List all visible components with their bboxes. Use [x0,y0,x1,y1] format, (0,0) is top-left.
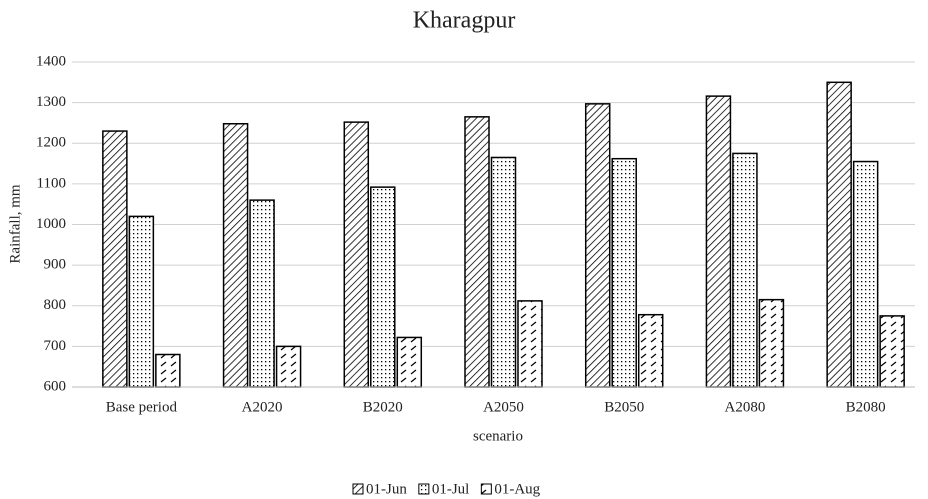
bar [705,95,732,388]
legend-label: 01-Jul [432,481,470,497]
legend-swatch [418,483,430,495]
y-tick-label: 1300 [36,94,66,110]
x-axis-label: scenario [473,428,523,444]
bar [155,353,181,388]
x-tick-label: A2020 [242,399,283,415]
bar [249,199,275,388]
bar [102,130,128,388]
bar [879,315,905,388]
x-tick-label: B2050 [604,399,644,415]
y-tick-label: 1100 [37,175,66,191]
bar [517,300,543,388]
legend-swatch [480,483,492,495]
x-tick-label: A2050 [483,399,524,415]
bar [222,123,249,388]
y-tick-label: 800 [44,297,67,313]
bar [584,103,611,388]
bar [637,313,664,388]
bar [128,215,155,388]
bar [852,160,879,388]
bar [464,116,490,388]
bar [611,157,637,388]
x-tick-label: Base period [106,399,178,415]
bar [370,186,396,388]
x-tick-label: B2020 [363,399,403,415]
bar [732,152,758,388]
x-tick-label: B2080 [846,399,886,415]
bar [826,81,852,388]
bar [396,336,423,388]
y-tick-label: 1400 [36,53,66,69]
x-tick-label: A2080 [725,399,766,415]
y-tick-label: 600 [44,378,67,394]
legend-label: 01-Jun [366,481,407,497]
y-tick-label: 1200 [36,135,66,151]
y-tick-label: 900 [44,257,67,273]
chart-title: Kharagpur [413,8,516,34]
legend-label: 01-Aug [494,481,540,497]
bar [758,298,785,388]
y-tick-label: 1000 [36,216,66,232]
bar [343,121,370,388]
legend-swatch [352,483,364,495]
y-axis-label: Rainfall, mm [7,184,23,263]
bar [275,345,302,388]
bar [490,156,517,388]
y-tick-label: 700 [44,338,67,354]
